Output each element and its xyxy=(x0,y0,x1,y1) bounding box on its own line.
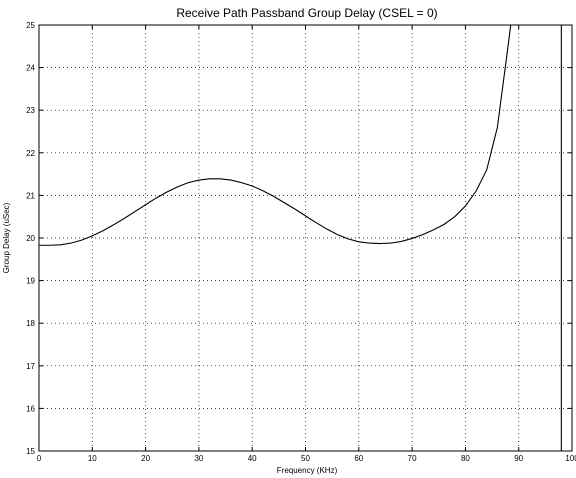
x-axis-label: Frequency (KHz) xyxy=(277,466,338,475)
x-tick-label: 50 xyxy=(301,454,310,463)
y-tick-label: 23 xyxy=(26,106,35,115)
y-tick-label: 17 xyxy=(26,362,35,371)
x-tick-label: 10 xyxy=(88,454,97,463)
group-delay-line xyxy=(39,24,562,451)
x-tick-label: 70 xyxy=(408,454,417,463)
y-tick-label: 19 xyxy=(26,277,35,286)
y-tick-label: 24 xyxy=(26,64,35,73)
x-tick-label: 0 xyxy=(37,454,42,463)
y-axis-label: Group Delay (uSec) xyxy=(2,202,11,273)
y-tick-label: 25 xyxy=(26,21,35,30)
plot-frame xyxy=(38,24,573,452)
x-tick-label: 40 xyxy=(248,454,257,463)
axis-ticks: 0 10 20 30 40 50 60 70 80 90 100 15 16 17 18 19 20 21 22 23… xyxy=(26,21,576,463)
x-tick-label: 90 xyxy=(514,454,523,463)
y-tick-label: 18 xyxy=(26,319,35,328)
x-tick-label: 30 xyxy=(194,454,203,463)
y-tick-label: 21 xyxy=(26,191,35,200)
y-tick-label: 15 xyxy=(26,447,35,456)
x-tick-label: 80 xyxy=(461,454,470,463)
y-tick-label: 22 xyxy=(26,149,35,158)
series xyxy=(39,24,562,451)
chart-title: Receive Path Passband Group Delay (CSEL … xyxy=(176,6,437,20)
x-tick-label: 60 xyxy=(354,454,363,463)
y-tick-label: 20 xyxy=(26,234,35,243)
x-tick-label: 100 xyxy=(565,454,576,463)
y-tick-label: 16 xyxy=(26,404,35,413)
grid xyxy=(39,25,572,451)
x-tick-label: 20 xyxy=(141,454,150,463)
